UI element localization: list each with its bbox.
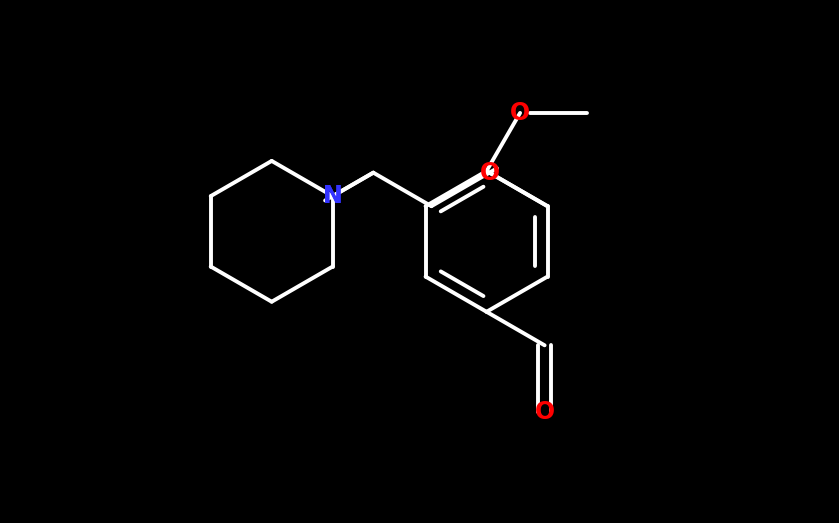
Text: O: O bbox=[534, 401, 555, 424]
Text: O: O bbox=[479, 161, 499, 185]
Text: N: N bbox=[323, 184, 342, 208]
Text: N: N bbox=[323, 184, 342, 208]
Text: O: O bbox=[510, 101, 530, 125]
